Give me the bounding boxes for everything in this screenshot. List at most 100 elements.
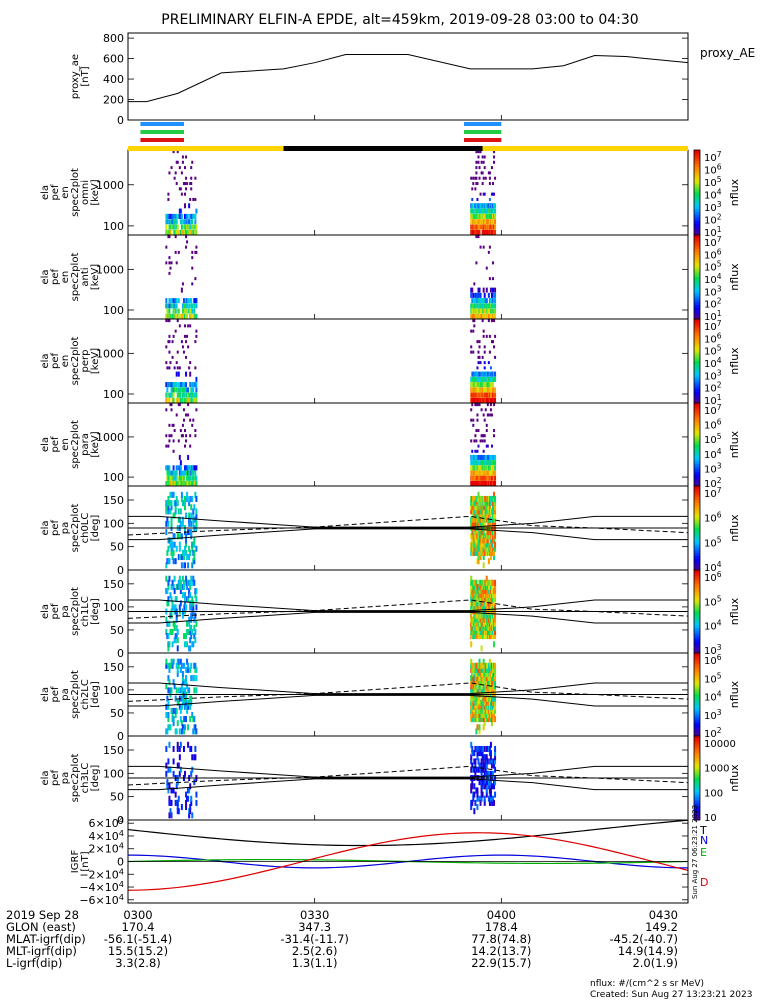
colorbar-tick-label: 106	[704, 653, 722, 667]
heatmap-cell	[477, 292, 480, 298]
xinfo-value: 14.2(13.7)	[471, 944, 531, 958]
heatmap-cell	[483, 596, 486, 603]
heatmap-cell	[487, 695, 490, 702]
heatmap-cell	[489, 596, 492, 603]
colorbar-tick-label: 10000	[704, 739, 736, 750]
heatmap-cell	[172, 449, 175, 453]
heatmap-cell	[168, 271, 171, 275]
heatmap-cell	[486, 508, 489, 515]
colorbar-step	[694, 794, 700, 799]
heatmap-cell	[479, 620, 482, 627]
heatmap-cell	[471, 208, 474, 214]
heatmap-cell	[470, 783, 473, 790]
heatmap-cell	[176, 319, 179, 323]
y-axis-label: ch3LC	[80, 763, 91, 794]
y-axis-label: en	[60, 355, 71, 368]
heatmap-cell	[165, 662, 168, 669]
heatmap-cell	[494, 745, 497, 752]
heatmap-cell	[481, 549, 484, 556]
y-tick-label: 50	[110, 624, 124, 637]
heatmap-cell	[186, 658, 189, 665]
heatmap-cell	[185, 434, 188, 438]
colorbar-step	[694, 321, 700, 326]
heatmap-cell	[474, 620, 477, 627]
heatmap-cell	[482, 616, 485, 623]
heatmap-cell	[477, 298, 480, 304]
heatmap-cell	[471, 500, 474, 507]
heatmap-cell	[190, 166, 193, 170]
heatmap-cell	[486, 213, 489, 219]
heatmap-cell	[484, 508, 487, 515]
colorbar-step	[694, 694, 700, 698]
colorbar-step	[694, 550, 700, 554]
heatmap-cell	[191, 711, 194, 718]
heatmap-cell	[480, 520, 483, 527]
heatmap-cell	[175, 298, 178, 304]
heatmap-cell	[480, 470, 483, 476]
heatmap-cell	[494, 624, 497, 631]
heatmap-cell	[479, 508, 482, 515]
heatmap-cell	[175, 397, 178, 403]
heatmap-cell	[189, 529, 192, 536]
heatmap-cell	[493, 500, 496, 507]
heatmap-cell	[480, 303, 483, 309]
heatmap-cell	[166, 588, 169, 595]
heatmap-cell	[481, 579, 484, 586]
heatmap-cell	[184, 308, 186, 314]
heatmap-cell	[474, 504, 477, 511]
heatmap-cell	[483, 604, 486, 611]
colorbar-step	[694, 167, 700, 171]
heatmap-cell	[477, 491, 480, 498]
colorbar-step	[694, 251, 700, 256]
heatmap-cell	[180, 313, 183, 319]
heatmap-cell	[176, 645, 179, 652]
heatmap-cell	[472, 716, 475, 723]
heatmap-cell	[492, 192, 494, 196]
heatmap-cell	[494, 392, 497, 398]
heatmap-cell	[194, 250, 197, 254]
heatmap-cell	[484, 303, 487, 309]
heatmap-cell	[184, 382, 186, 388]
heatmap-cell	[485, 444, 488, 448]
heatmap-cell	[473, 282, 476, 286]
heatmap-cell	[486, 604, 489, 611]
heatmap-cell	[487, 716, 490, 723]
colorbar-step	[694, 316, 700, 320]
heatmap-cell	[482, 520, 485, 527]
heatmap-cell	[177, 508, 180, 515]
heatmap-cell	[474, 549, 477, 556]
heatmap-cell	[187, 787, 190, 794]
heatmap-cell	[482, 470, 485, 476]
heatmap-cell	[490, 480, 493, 486]
heatmap-cell	[490, 413, 493, 417]
heatmap-cell	[489, 628, 492, 635]
heatmap-cell	[487, 579, 490, 586]
heatmap-cell	[178, 366, 181, 370]
heatmap-cell	[167, 600, 170, 607]
heatmap-cell	[476, 687, 479, 694]
heatmap-cell	[184, 444, 186, 448]
heatmap-cell	[479, 382, 482, 388]
heatmap-cell	[476, 588, 479, 595]
heatmap-cell	[475, 313, 478, 319]
heatmap-cell	[484, 703, 487, 710]
heatmap-cell	[493, 554, 496, 561]
heatmap-cell	[472, 371, 475, 377]
heatmap-cell	[481, 500, 484, 507]
heatmap-cell	[167, 500, 170, 507]
heatmap-cell	[473, 319, 476, 323]
heatmap-cell	[478, 707, 481, 714]
heatmap-cell	[478, 229, 481, 235]
heatmap-cell	[485, 229, 488, 235]
heatmap-cell	[179, 460, 182, 466]
heatmap-cell	[176, 397, 179, 403]
heatmap-cell	[473, 612, 476, 619]
colorbar-step	[694, 502, 700, 507]
heatmap-cell	[168, 171, 171, 175]
heatmap-cell	[190, 229, 193, 235]
colorbar-step	[694, 422, 700, 426]
heatmap-cell	[492, 397, 494, 403]
y-tick-label: 0	[117, 114, 124, 127]
heatmap-cell	[174, 480, 177, 486]
